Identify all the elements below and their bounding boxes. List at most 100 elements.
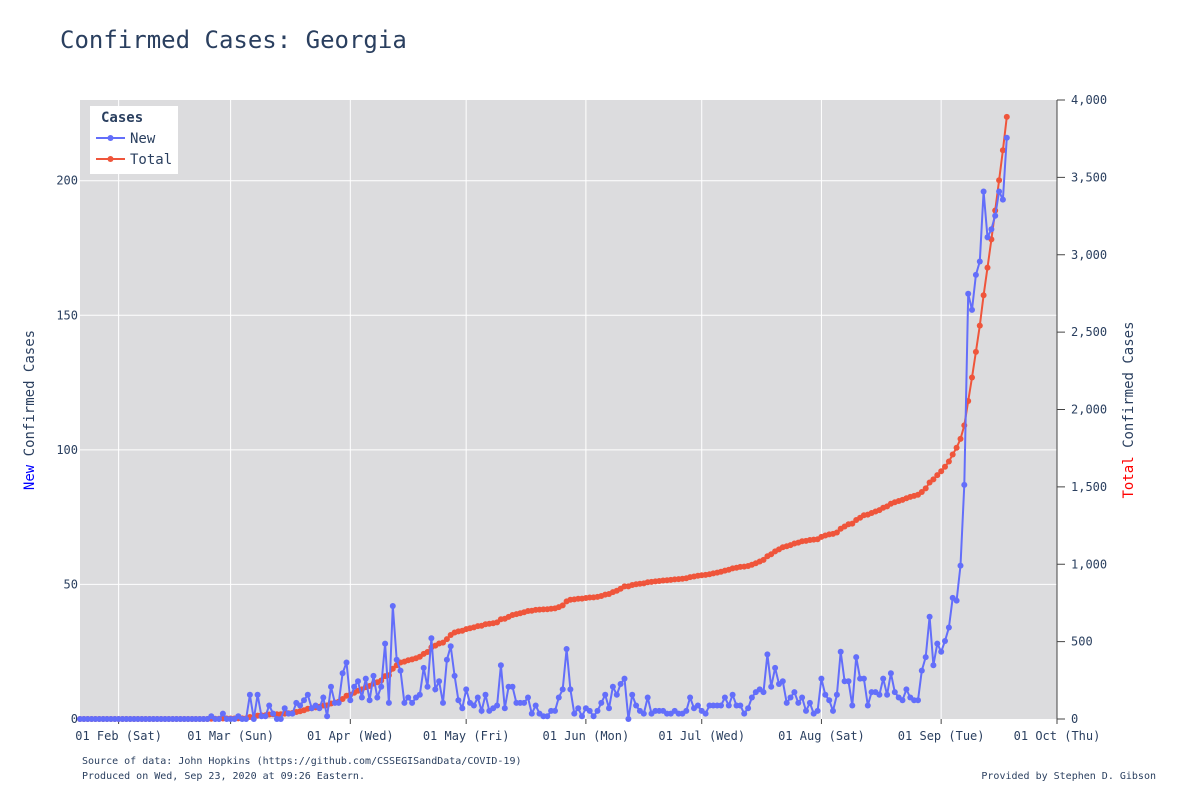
new-point	[965, 290, 972, 297]
total-point	[945, 458, 952, 465]
new-point	[826, 697, 833, 704]
new-point	[297, 702, 304, 709]
new-point	[420, 664, 427, 671]
new-point	[432, 686, 439, 693]
new-point	[884, 691, 891, 698]
new-point	[725, 702, 732, 709]
y-right-tick-label: 1,000	[1071, 557, 1107, 571]
new-point	[988, 226, 995, 233]
total-point	[969, 374, 975, 381]
y-right-axis-title: Total Confirmed Cases	[1121, 321, 1137, 498]
new-point	[262, 713, 269, 720]
new-point	[860, 675, 867, 682]
x-tick-label: 01 Jul (Wed)	[658, 729, 745, 743]
new-point	[401, 699, 408, 706]
new-point	[644, 694, 651, 701]
x-tick-label: 01 Oct (Thu)	[1014, 729, 1101, 743]
new-point	[760, 689, 767, 696]
new-point	[335, 699, 342, 706]
total-point	[984, 264, 991, 271]
new-point	[301, 697, 307, 704]
new-point	[972, 271, 979, 278]
new-point	[304, 691, 311, 698]
y-left-axis-title-prefix: New	[22, 464, 38, 490]
new-point	[355, 678, 361, 685]
new-point	[980, 188, 987, 195]
new-point	[358, 694, 365, 701]
new-point	[501, 705, 508, 712]
new-point	[385, 699, 392, 706]
x-tick-label: 01 Mar (Sun)	[187, 729, 274, 743]
legend-swatch-marker	[107, 135, 114, 141]
new-point	[219, 710, 226, 717]
new-point	[289, 710, 296, 717]
new-point	[741, 710, 748, 717]
new-point	[961, 481, 968, 488]
new-point	[992, 212, 999, 219]
total-point	[833, 529, 840, 536]
new-point	[791, 689, 798, 696]
new-point	[598, 699, 605, 706]
new-point	[625, 716, 632, 722]
new-point	[482, 691, 489, 698]
new-point	[497, 662, 504, 669]
new-point	[552, 707, 558, 714]
new-point	[694, 702, 701, 709]
total-point	[922, 485, 929, 492]
new-point	[606, 705, 612, 712]
new-point	[470, 702, 477, 709]
total-point	[996, 177, 1003, 184]
y-right-tick-label: 3,500	[1071, 170, 1107, 184]
y-left-axis-title: New Confirmed Cases	[22, 330, 38, 490]
series-new-markers	[77, 134, 1010, 722]
new-point	[374, 694, 381, 701]
total-point	[942, 463, 948, 470]
new-point	[683, 707, 690, 714]
new-point	[525, 694, 531, 701]
page-title: Confirmed Cases: Georgia	[60, 26, 407, 54]
new-point	[957, 562, 964, 569]
new-point	[787, 694, 794, 701]
new-point	[343, 659, 350, 666]
y-right-tick-label: 500	[1071, 635, 1093, 649]
legend-label: Total	[130, 152, 172, 168]
new-point	[567, 686, 574, 693]
new-point	[922, 654, 929, 661]
new-point	[621, 675, 628, 682]
new-point	[246, 691, 253, 698]
new-point	[938, 648, 945, 655]
new-point	[640, 710, 647, 717]
new-point	[803, 707, 809, 714]
new-point	[571, 710, 578, 717]
y-right-axis-title-rest: Confirmed Cases	[1121, 321, 1137, 456]
y-left-axis-title-rest: Confirmed Cases	[22, 330, 38, 465]
new-point	[463, 686, 470, 693]
total-point	[918, 489, 925, 495]
total-point	[849, 520, 856, 527]
new-point	[324, 713, 331, 720]
new-point	[521, 699, 528, 706]
y-left-tick-label: 150	[56, 308, 78, 322]
new-point	[405, 694, 412, 701]
new-point	[629, 691, 636, 698]
plot-background	[80, 100, 1057, 719]
new-point	[436, 678, 443, 685]
new-point	[590, 713, 597, 720]
y-right-tick-label: 0	[1071, 712, 1078, 726]
total-point	[440, 639, 446, 646]
new-point	[378, 683, 385, 690]
y-left-tick-label: 50	[64, 577, 78, 591]
new-point	[579, 713, 585, 720]
new-point	[254, 691, 261, 698]
new-point	[474, 694, 481, 701]
new-point	[764, 651, 771, 658]
total-point	[999, 147, 1006, 154]
new-point	[718, 702, 724, 709]
total-point	[938, 468, 945, 475]
new-point	[277, 716, 284, 722]
y-right-tick-label: 4,000	[1071, 93, 1107, 107]
legend-swatch-marker	[107, 156, 114, 162]
new-point	[687, 694, 694, 701]
new-point	[320, 694, 327, 701]
new-point	[737, 702, 744, 709]
